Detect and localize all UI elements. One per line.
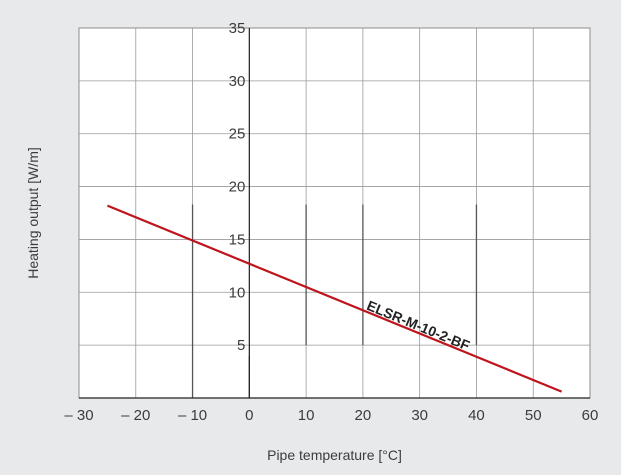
x-tick-label: – 10 [178, 407, 207, 424]
x-tick-labels: – 30 – 20 – 10 0 10 20 30 40 50 60 [64, 407, 598, 424]
x-tick-label: 40 [468, 407, 485, 424]
x-tick-label: – 30 [64, 407, 93, 424]
y-tick-label: 20 [229, 179, 246, 196]
plot-area [78, 27, 591, 399]
y-tick-label: 10 [229, 284, 246, 301]
y-tick-label: 5 [237, 337, 245, 354]
y-tick-label: 30 [229, 73, 246, 90]
y-tick-labels: 5 10 15 20 25 30 35 [229, 20, 246, 354]
x-tick-label: – 20 [121, 407, 150, 424]
x-tick-label: 10 [298, 407, 315, 424]
x-axis-title: Pipe temperature [°C] [267, 447, 402, 463]
y-tick-label: 25 [229, 126, 246, 143]
x-tick-label: 60 [582, 407, 599, 424]
reference-lines [191, 204, 478, 398]
y-tick-label: 35 [229, 20, 246, 37]
x-tick-label: 50 [525, 407, 542, 424]
x-tick-label: 0 [245, 407, 253, 424]
series-line [106, 204, 563, 393]
y-axis-title: Heating output [W/m] [25, 147, 41, 279]
series-lines [106, 204, 563, 393]
x-tick-label: 20 [355, 407, 372, 424]
x-tick-label: 30 [411, 407, 428, 424]
y-tick-label: 15 [229, 231, 246, 248]
